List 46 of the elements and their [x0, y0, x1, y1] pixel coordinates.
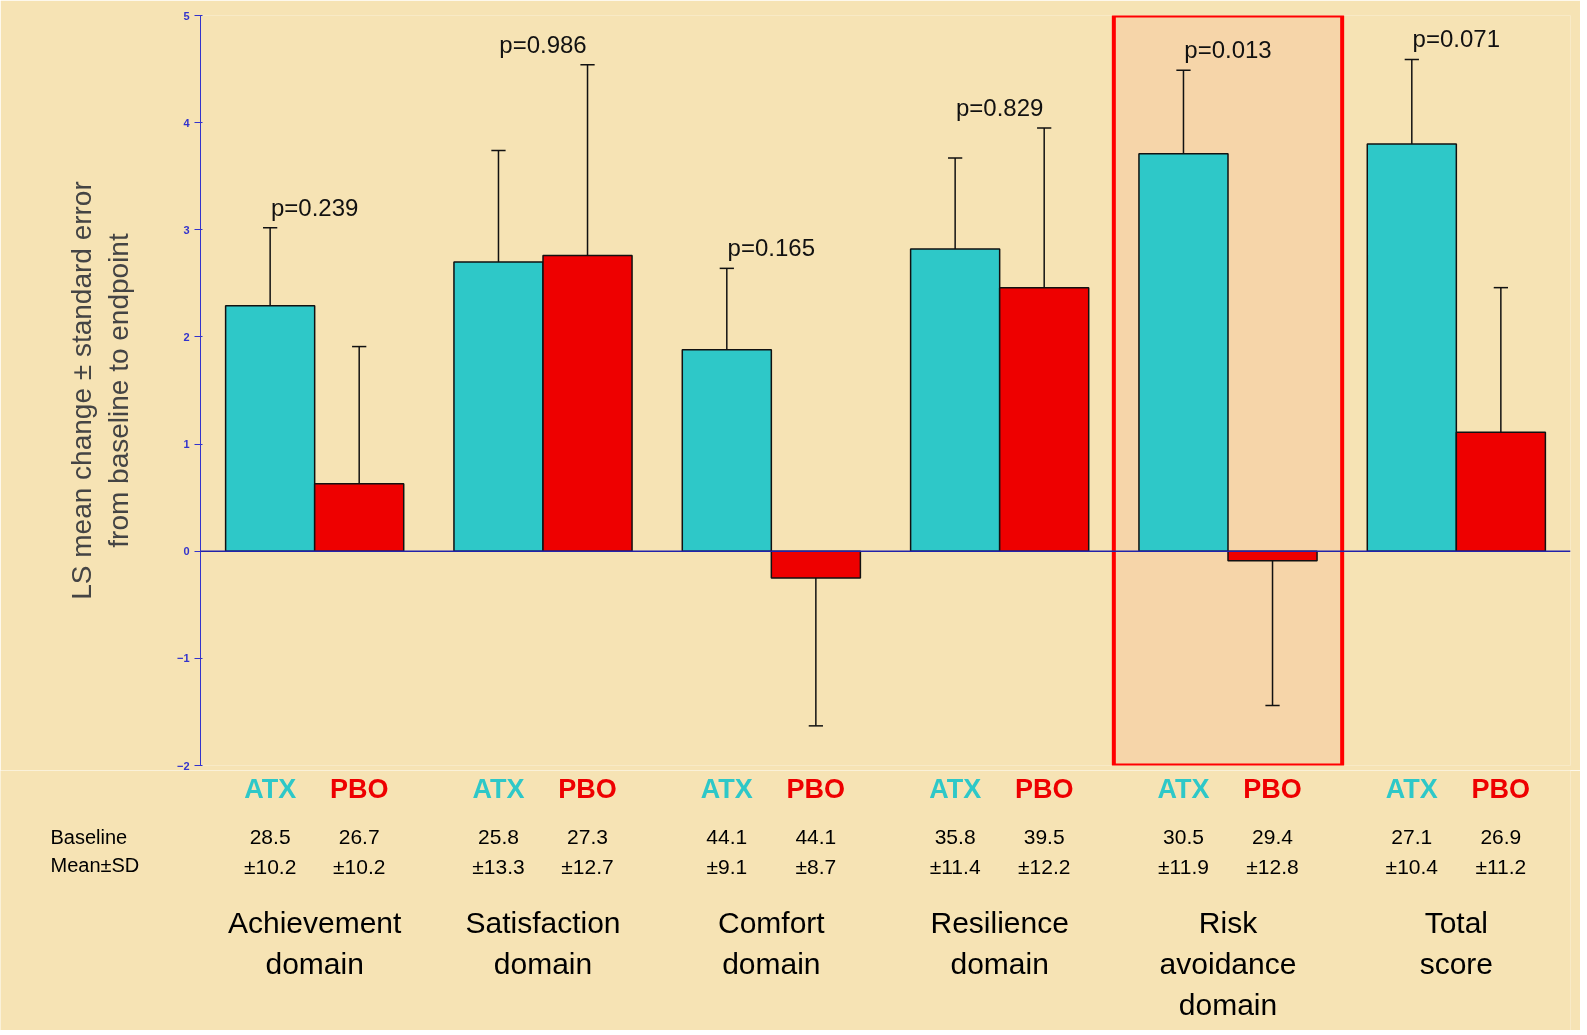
text: 28.5 ±10.2 [243, 824, 297, 878]
annotation: p=0.986 [499, 30, 587, 58]
text: Baseline Mean±SD [50, 825, 140, 877]
text: ATX [1385, 773, 1438, 804]
x-tick-label: Comfort domain [717, 905, 826, 980]
text: 25.8 ±13.3 [472, 824, 525, 878]
y-tick-label: 3 [183, 223, 190, 236]
annotation: p=0.239 [270, 193, 359, 221]
text: ATX [700, 773, 753, 804]
x-tick-label: Satisfaction domain [465, 905, 621, 980]
y-tick-label: −2 [176, 759, 190, 772]
x-tick-label: Achievement domain [227, 905, 403, 980]
text: 44.1 ±8.7 [795, 824, 837, 878]
annotation: p=0.013 [1184, 36, 1272, 64]
text: PBO [1014, 773, 1074, 804]
text: PBO [329, 773, 389, 804]
y-tick-label: 4 [183, 116, 191, 129]
y-tick-label: 5 [183, 9, 190, 22]
y-tick-label: −1 [176, 652, 190, 665]
text: PBO [786, 773, 846, 804]
text: 35.8 ±11.4 [929, 824, 981, 878]
text: 39.5 ±12.2 [1017, 824, 1071, 878]
text: ATX [244, 773, 297, 804]
text: 27.1 ±10.4 [1385, 824, 1439, 878]
y-tick-label: 2 [183, 330, 190, 343]
text: PBO [1471, 773, 1531, 804]
x-tick-label: Resilience domain [930, 905, 1069, 980]
text: PBO [558, 773, 617, 804]
y-tick-label: 0 [183, 545, 190, 558]
text: ATX [929, 773, 982, 804]
annotation: p=0.829 [955, 94, 1044, 121]
text: ATX [472, 773, 525, 804]
annotation: p=0.165 [727, 234, 816, 262]
text: 29.4 ±12.8 [1246, 824, 1299, 878]
text: PBO [1243, 773, 1302, 804]
y-axis-title: LS mean change ± standard error from baseline to endpoint [65, 181, 134, 600]
annotation: p=0.071 [1412, 25, 1501, 53]
text: 27.3 ±12.7 [561, 824, 614, 878]
text: 44.1 ±9.1 [706, 824, 748, 878]
x-tick-label: Total score [1419, 905, 1494, 980]
text: 30.5 ±11.9 [1158, 824, 1209, 878]
x-tick-label: Risk avoidance domain [1159, 905, 1297, 1022]
text: ATX [1157, 773, 1210, 804]
text: 26.9 ±11.2 [1475, 824, 1527, 878]
text: 26.7 ±10.2 [332, 824, 386, 878]
y-tick-label: 1 [183, 438, 190, 451]
